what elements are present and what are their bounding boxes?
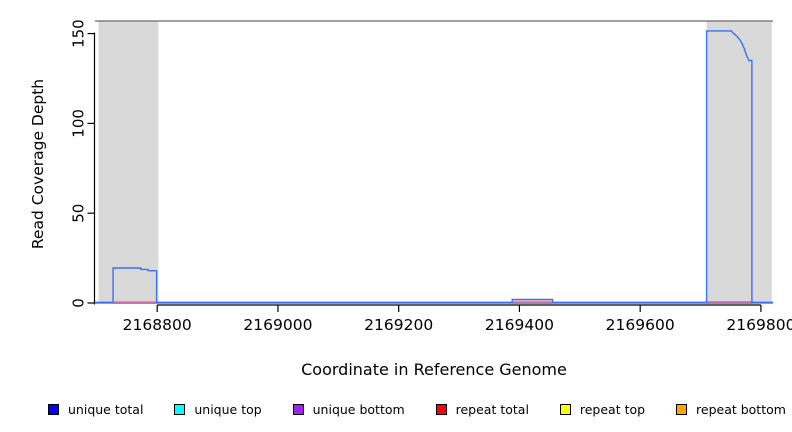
unique-bottom-swatch-icon <box>292 403 304 415</box>
legend-label: unique total <box>68 401 144 417</box>
legend-item-unique-total: unique total <box>48 402 143 417</box>
y-tick-label: 0 <box>70 298 88 308</box>
repeat-total-swatch-icon <box>435 403 447 415</box>
legend-label: repeat total <box>455 401 529 417</box>
repeat-bottom-swatch-icon <box>676 403 688 415</box>
unique-top-swatch-icon <box>174 403 186 415</box>
x-axis-label: Coordinate in Reference Genome <box>301 360 567 379</box>
legend: unique total unique top unique bottom re… <box>48 400 786 418</box>
y-axis-label: Read Coverage Depth <box>29 78 47 250</box>
y-tick-label: 50 <box>70 204 88 223</box>
legend-item-repeat-bottom: repeat bottom <box>676 402 786 417</box>
repeat-top-swatch-icon <box>559 403 571 415</box>
legend-item-unique-bottom: unique bottom <box>292 401 405 417</box>
legend-label: unique top <box>194 401 262 417</box>
unique-total-swatch-icon <box>48 403 59 415</box>
legend-item-unique-top: unique top <box>174 401 262 417</box>
y-tick-label: 150 <box>70 19 88 48</box>
legend-label: unique bottom <box>312 401 405 417</box>
x-tick-label: 2169800 <box>726 316 792 334</box>
shaded-region <box>706 21 772 303</box>
shaded-region <box>98 21 159 303</box>
x-tick-label: 2169000 <box>243 316 312 334</box>
x-tick-label: 2169400 <box>485 316 554 334</box>
x-tick-label: 2169600 <box>606 316 675 334</box>
series-repeat-total <box>95 300 773 304</box>
x-tick-label: 2169200 <box>364 316 433 334</box>
legend-label: repeat bottom <box>696 401 786 417</box>
x-tick-label: 2168800 <box>123 316 192 334</box>
legend-item-repeat-total: repeat total <box>435 401 529 417</box>
legend-item-repeat-top: repeat top <box>559 401 646 417</box>
series-unique-total <box>95 30 773 303</box>
legend-label: repeat top <box>579 401 646 417</box>
y-tick-label: 100 <box>70 109 88 138</box>
